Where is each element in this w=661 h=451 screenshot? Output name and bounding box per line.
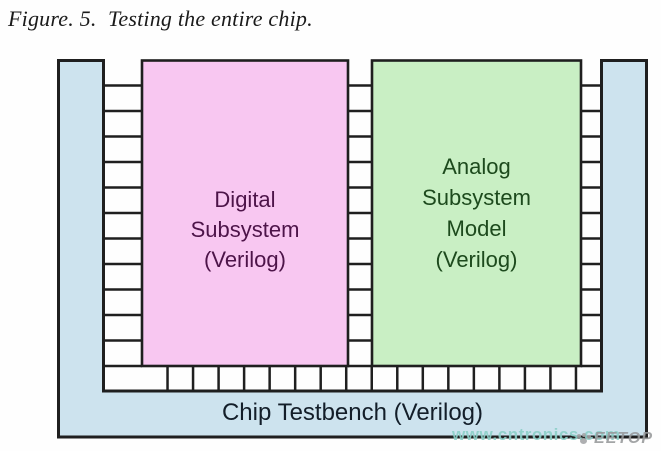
pin-ladder-middle <box>348 84 372 368</box>
pin-ladder-left <box>103 84 142 368</box>
analog-subsystem-label: Analog Subsystem Model (Verilog) <box>422 154 531 272</box>
chip-testbench-label: Chip Testbench (Verilog) <box>221 399 484 426</box>
pin-ladder-right <box>581 84 602 368</box>
pin-row-bottom <box>166 366 578 391</box>
digital-subsystem-label: Digital Subsystem (Verilog) <box>190 187 300 272</box>
eetop-logo-text: EETOP <box>594 430 653 447</box>
testbench-frame <box>57 59 648 439</box>
eetop-logo: EETOP <box>577 430 653 448</box>
paw-icon <box>577 433 592 445</box>
analog-subsystem-box <box>370 59 583 368</box>
figure-caption: Figure. 5. Testing the entire chip. <box>8 6 313 31</box>
watermark-text: www.cntronics.com <box>452 425 621 444</box>
